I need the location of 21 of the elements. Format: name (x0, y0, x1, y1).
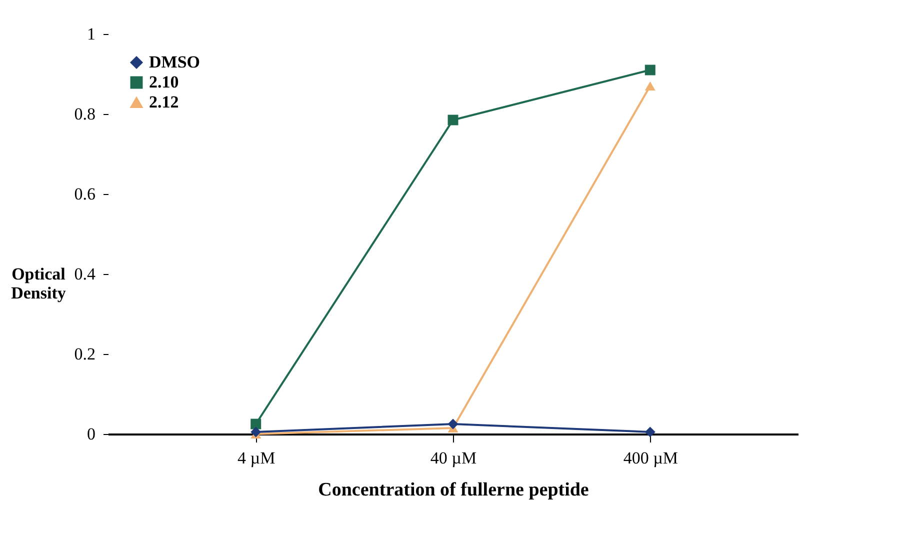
y-tick-label: 0.4 (74, 264, 96, 284)
y-axis-title: Optical Density (11, 264, 66, 302)
y-tick-label: 0.6 (74, 184, 96, 204)
y-tick-label: 1 (87, 24, 96, 44)
y-tick-label: 0 (87, 424, 96, 444)
y-tick-label: 0.8 (74, 104, 96, 124)
legend-label: 2.12 (149, 92, 179, 112)
point (644, 81, 656, 91)
x-tick-label: 4 µM (238, 448, 276, 468)
legend-label: DMSO (149, 52, 200, 72)
point (644, 64, 656, 76)
point (250, 418, 262, 430)
x-tick-label: 400 µM (623, 448, 678, 468)
x-tick-label: 40 µM (430, 448, 477, 468)
y-tick-label: 0.2 (74, 344, 96, 364)
point (250, 426, 262, 438)
x-axis-title: Concentration of fullerne peptide (318, 480, 589, 500)
point (448, 418, 458, 430)
legend-label: 2.10 (149, 72, 179, 92)
point (448, 114, 458, 126)
point (644, 426, 656, 438)
